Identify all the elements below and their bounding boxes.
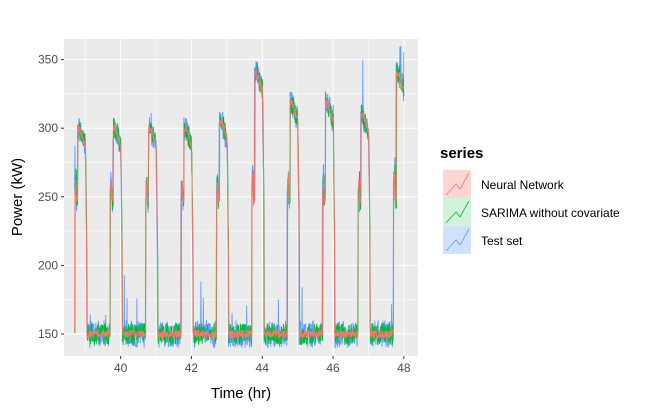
x-tick-label: 44 [256, 361, 270, 375]
x-axis-title: Time (hr) [211, 385, 271, 402]
legend-label-test-set: Test set [481, 234, 523, 248]
legend-key-line-neural-network [445, 172, 470, 196]
legend-label-sarima: SARIMA without covariate [481, 206, 620, 220]
series-line-neural-network [74, 69, 405, 340]
panel-background [64, 39, 418, 356]
legend-label-neural-network: Neural Network [481, 178, 565, 192]
legend-item-test-set: Test set [443, 226, 523, 254]
legend-key-line-test-set [445, 228, 470, 252]
y-tick-label: 300 [38, 121, 58, 135]
x-tick-label: 40 [114, 361, 128, 375]
y-tick-label: 250 [38, 190, 58, 204]
x-tick-label: 42 [185, 361, 199, 375]
legend: series Neural Network SARIMA without cov… [440, 145, 620, 254]
legend-key-line-sarima [445, 200, 470, 224]
legend-title: series [440, 145, 483, 162]
series-layer [74, 45, 405, 349]
y-tick-label: 150 [38, 327, 58, 341]
y-axis-title: Power (kW) [9, 158, 26, 236]
series-line-sarima-without-covariate [74, 63, 405, 346]
legend-item-sarima: SARIMA without covariate [443, 198, 620, 226]
x-tick-label: 46 [326, 361, 340, 375]
y-tick-label: 350 [38, 53, 58, 67]
axis-ticks: 40 42 44 46 48 150 200 250 300 350 [38, 53, 411, 375]
y-tick-label: 200 [38, 258, 58, 272]
legend-item-neural-network: Neural Network [443, 170, 565, 198]
x-tick-label: 48 [397, 361, 411, 375]
